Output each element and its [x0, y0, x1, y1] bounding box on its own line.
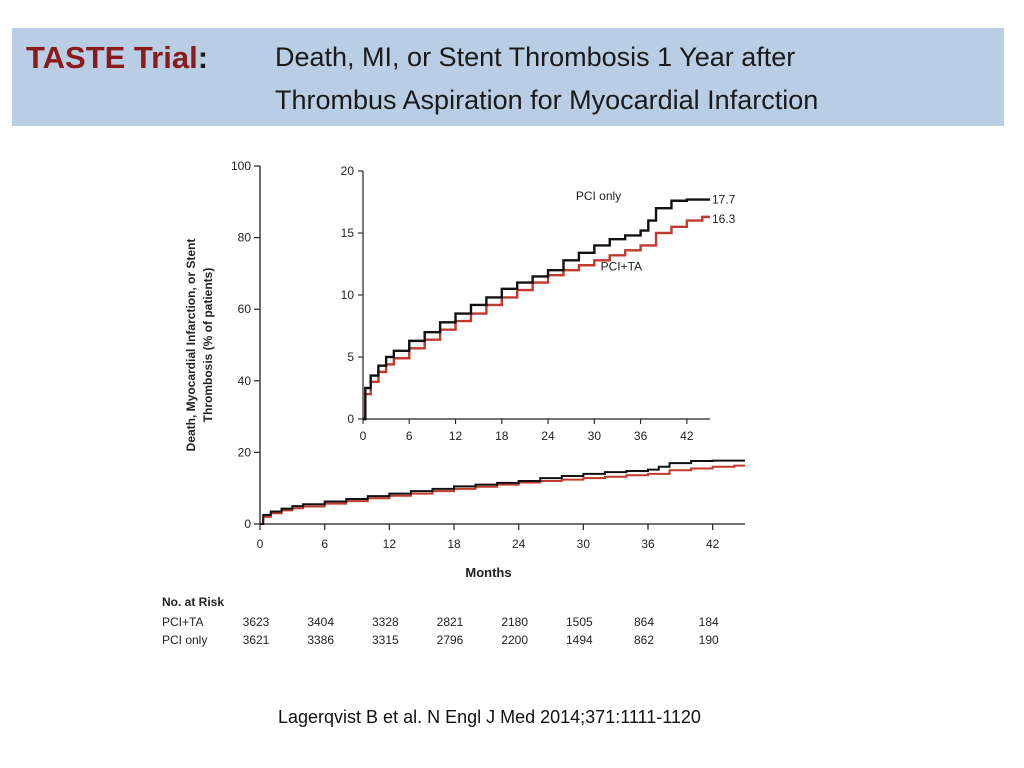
at-risk-value: 184: [699, 615, 719, 629]
inset-end-value-pci-ta: 16.3: [712, 212, 736, 226]
x-tick-label: 30: [577, 537, 591, 551]
at-risk-value: 3328: [372, 615, 399, 629]
x-tick-label: 0: [257, 537, 264, 551]
inset-x-tick-label: 18: [495, 429, 509, 443]
inset-x-tick-label: 12: [449, 429, 463, 443]
inset-y-tick-label: 5: [347, 350, 354, 364]
y-tick-label: 80: [238, 231, 252, 245]
kaplan-meier-chart: 0 20 40 60 80 100 0 6 12 18 24 30 36 42 Months Death, M…: [148, 150, 768, 660]
inset-x-tick-label: 42: [680, 429, 694, 443]
at-risk-value: 3621: [243, 633, 270, 647]
inset-y-tick-label: 10: [341, 288, 355, 302]
inset-x-tick-label: 0: [360, 429, 367, 443]
at-risk-value: 2821: [437, 615, 464, 629]
x-tick-label: 24: [512, 537, 526, 551]
x-axis-label: Months: [465, 565, 511, 580]
title-line-1: Death, MI, or Stent Thrombosis 1 Year af…: [275, 42, 796, 72]
at-risk-value: 2200: [501, 633, 528, 647]
x-tick-label: 12: [383, 537, 397, 551]
at-risk-value: 2180: [501, 615, 528, 629]
at-risk-value: 864: [634, 615, 654, 629]
title-line-2: Thrombus Aspiration for Myocardial Infar…: [275, 85, 819, 115]
at-risk-row-label: PCI+TA: [162, 615, 203, 629]
inset-y-tick-label: 20: [341, 164, 355, 178]
y-axis-label-line-2: Thrombosis (% of patients): [201, 268, 215, 423]
at-risk-heading: No. at Risk: [162, 595, 224, 609]
inset-x-tick-label: 30: [588, 429, 602, 443]
inset-y-tick-label: 15: [341, 226, 355, 240]
at-risk-row-label: PCI only: [162, 633, 207, 647]
inset-x-tick-label: 24: [541, 429, 555, 443]
inset-series-label-pci-only: PCI only: [576, 189, 621, 203]
x-tick-label: 18: [447, 537, 461, 551]
at-risk-value: 2796: [437, 633, 464, 647]
y-tick-label: 20: [238, 445, 252, 459]
y-tick-label: 0: [244, 517, 251, 531]
inset-curve-pci-ta: [363, 215, 710, 421]
main-curve-pci-ta: [260, 464, 745, 525]
x-tick-label: 42: [706, 537, 720, 551]
at-risk-value: 3623: [243, 615, 270, 629]
inset-curve-pci-only: [363, 198, 710, 421]
at-risk-value: 1505: [566, 615, 593, 629]
y-tick-label: 60: [238, 302, 252, 316]
at-risk-value: 1494: [566, 633, 593, 647]
title-lead: TASTE Trial:: [26, 40, 208, 76]
title-banner: TASTE Trial: Death, MI, or Stent Thrombo…: [12, 28, 1004, 126]
at-risk-value: 3404: [307, 615, 334, 629]
main-curve-pci-only: [260, 459, 745, 525]
at-risk-value: 3315: [372, 633, 399, 647]
y-tick-label: 100: [231, 159, 251, 173]
inset-series-label-pci-ta: PCI+TA: [601, 259, 642, 273]
at-risk-value: 190: [699, 633, 719, 647]
citation: Lagerqvist B et al. N Engl J Med 2014;37…: [278, 707, 701, 727]
y-tick-label: 40: [238, 374, 252, 388]
inset-y-tick-label: 0: [347, 412, 354, 426]
y-axis-label-line-1: Death, Myocardial Infarction, or Stent: [184, 239, 198, 452]
x-tick-label: 36: [641, 537, 655, 551]
at-risk-value: 3386: [307, 633, 334, 647]
title-colon: :: [197, 40, 209, 75]
inset-end-value-pci-only: 17.7: [712, 193, 736, 207]
at-risk-value: 862: [634, 633, 654, 647]
inset-x-tick-label: 6: [406, 429, 413, 443]
x-tick-label: 6: [321, 537, 328, 551]
inset-x-tick-label: 36: [634, 429, 648, 443]
title-trial-name: TASTE Trial: [26, 40, 198, 75]
